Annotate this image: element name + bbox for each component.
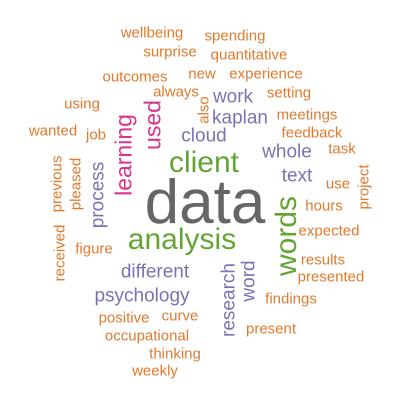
- word-curve: curve: [161, 307, 199, 325]
- word-kaplan: kaplan: [212, 107, 268, 129]
- word-experience: experience: [229, 65, 303, 83]
- word-pleased: pleased: [67, 157, 85, 211]
- word-present: present: [245, 320, 297, 338]
- word-research: research: [218, 263, 240, 337]
- word-used: used: [139, 100, 166, 150]
- word-psychology: psychology: [94, 285, 190, 307]
- word-spending: spending: [204, 27, 266, 45]
- word-word: word: [238, 260, 260, 302]
- word-also: also: [195, 96, 213, 124]
- word-wellbeing: wellbeing: [120, 24, 184, 42]
- word-occupational: occupational: [104, 327, 190, 345]
- word-cloud: cloud: [181, 125, 227, 147]
- word-project: project: [355, 164, 373, 210]
- word-always: always: [153, 83, 199, 101]
- word-wanted: wanted: [28, 122, 78, 140]
- word-expected: expected: [298, 222, 360, 240]
- word-whole: whole: [262, 141, 312, 163]
- word-outcomes: outcomes: [102, 68, 168, 86]
- word-previous: previous: [48, 155, 66, 213]
- word-surprise: surprise: [143, 43, 197, 61]
- word-work: work: [212, 86, 254, 108]
- word-results: results: [300, 251, 346, 269]
- word-received: received: [51, 224, 69, 282]
- word-text: text: [281, 165, 313, 187]
- word-learning: learning: [110, 114, 137, 196]
- word-weekly: weekly: [132, 362, 178, 380]
- word-analysis: analysis: [127, 223, 237, 256]
- word-quantitative: quantitative: [210, 46, 288, 64]
- word-new: new: [188, 65, 216, 83]
- word-job: job: [85, 126, 107, 144]
- word-process: process: [87, 161, 109, 229]
- word-setting: setting: [266, 84, 312, 102]
- word-use: use: [325, 175, 351, 193]
- word-client: client: [168, 146, 240, 179]
- word-findings: findings: [265, 290, 317, 308]
- word-different: different: [120, 261, 190, 283]
- word-words: words: [270, 195, 303, 277]
- word-feedback: feedback: [281, 124, 343, 142]
- word-using: using: [64, 95, 100, 113]
- word-positive: positive: [98, 309, 150, 327]
- word-presented: presented: [297, 268, 365, 286]
- word-thinking: thinking: [149, 345, 201, 363]
- word-data: data: [144, 168, 266, 237]
- word-meetings: meetings: [276, 106, 338, 124]
- word-figure: figure: [75, 240, 113, 258]
- word-hours: hours: [305, 197, 343, 215]
- word-task: task: [328, 140, 356, 158]
